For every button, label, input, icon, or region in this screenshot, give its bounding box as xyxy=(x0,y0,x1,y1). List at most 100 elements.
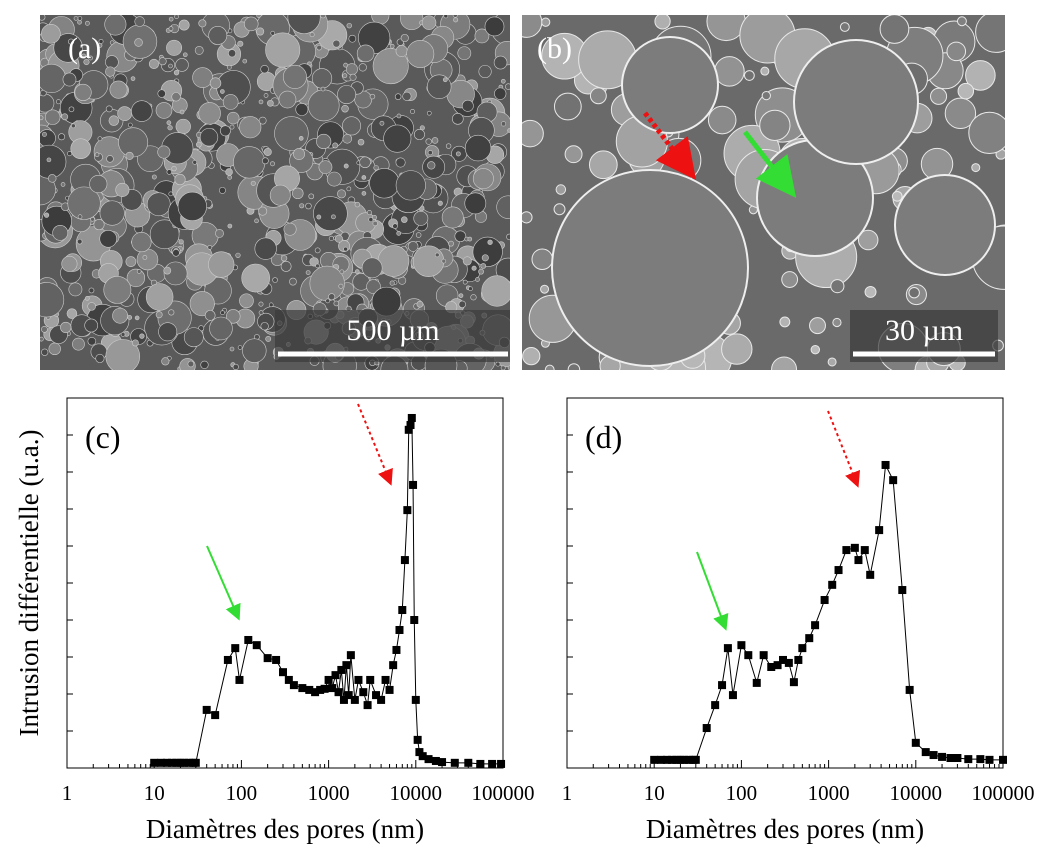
data-point xyxy=(344,691,353,700)
pore xyxy=(354,90,372,109)
pore xyxy=(52,224,69,241)
pore xyxy=(427,161,436,170)
data-point xyxy=(202,705,211,714)
pore xyxy=(148,58,160,69)
sphere xyxy=(975,15,1005,53)
sphere xyxy=(779,316,791,328)
sphere xyxy=(891,190,903,202)
data-point xyxy=(723,644,732,653)
sphere xyxy=(544,364,555,370)
pore xyxy=(218,186,226,194)
pore xyxy=(227,223,233,229)
pore xyxy=(98,39,104,44)
pore xyxy=(401,216,408,223)
sphere xyxy=(540,284,550,294)
data-point xyxy=(150,758,159,767)
pore xyxy=(396,113,402,119)
pore xyxy=(415,232,422,238)
pore xyxy=(427,150,433,156)
sphere xyxy=(956,16,967,27)
pore xyxy=(332,142,339,149)
pore xyxy=(270,30,276,36)
pore xyxy=(361,175,367,180)
pore xyxy=(494,87,507,100)
pore xyxy=(166,169,172,175)
pore xyxy=(108,115,120,126)
pore xyxy=(309,265,345,302)
data-point xyxy=(331,671,340,680)
data-point xyxy=(381,675,390,684)
pore xyxy=(243,16,259,32)
sphere xyxy=(944,97,977,130)
pore xyxy=(182,52,188,58)
data-point xyxy=(860,546,869,555)
pore xyxy=(237,40,244,47)
pore xyxy=(334,234,343,243)
data-point xyxy=(828,580,837,589)
panel-label: (c) xyxy=(85,419,121,455)
data-point xyxy=(284,675,293,684)
pore xyxy=(105,339,141,370)
pore xyxy=(149,219,180,250)
pore xyxy=(41,325,48,333)
pore xyxy=(452,15,458,18)
sphere xyxy=(809,317,826,335)
sphere xyxy=(810,344,821,355)
pore xyxy=(342,116,362,136)
sphere xyxy=(721,333,753,365)
pore xyxy=(305,202,312,210)
data-point xyxy=(889,476,898,485)
pore xyxy=(493,55,508,70)
pore xyxy=(168,309,175,316)
pore xyxy=(258,301,264,307)
data-point xyxy=(366,675,375,684)
pore xyxy=(333,300,340,307)
pore xyxy=(68,38,75,45)
pore xyxy=(158,57,167,66)
pore xyxy=(163,266,172,275)
sphere xyxy=(761,90,771,101)
pore xyxy=(220,310,225,316)
pore xyxy=(88,55,94,61)
pore xyxy=(87,336,97,346)
data-point xyxy=(684,755,693,764)
pore xyxy=(56,99,61,105)
pore xyxy=(44,109,61,125)
data-point xyxy=(767,662,776,671)
pore xyxy=(357,138,365,146)
data-point xyxy=(413,735,422,744)
data-point xyxy=(476,759,485,768)
x-tick-label: 1 xyxy=(62,781,73,805)
pore xyxy=(406,39,435,68)
pore xyxy=(74,83,92,101)
data-point xyxy=(702,724,711,733)
pore xyxy=(43,212,50,218)
pore xyxy=(348,34,357,43)
pore xyxy=(265,336,272,342)
pore xyxy=(192,160,198,165)
data-point xyxy=(711,701,720,710)
pore xyxy=(505,83,510,90)
pore xyxy=(361,257,383,279)
data-point xyxy=(298,684,307,693)
pore xyxy=(462,256,472,266)
data-point xyxy=(953,754,962,763)
pore xyxy=(220,89,225,94)
sphere xyxy=(567,363,581,370)
pore xyxy=(174,15,179,19)
data-point xyxy=(252,641,261,650)
pore xyxy=(451,113,464,125)
data-point xyxy=(718,681,727,690)
pore xyxy=(60,321,72,334)
pore xyxy=(342,134,353,144)
pore xyxy=(339,269,345,275)
pore xyxy=(73,16,79,21)
pore xyxy=(472,168,494,190)
pore xyxy=(46,157,52,163)
data-point xyxy=(759,651,768,660)
data-point xyxy=(691,755,700,764)
pore xyxy=(95,353,105,363)
pore xyxy=(368,217,374,223)
pore xyxy=(318,160,333,175)
pore xyxy=(134,315,140,321)
